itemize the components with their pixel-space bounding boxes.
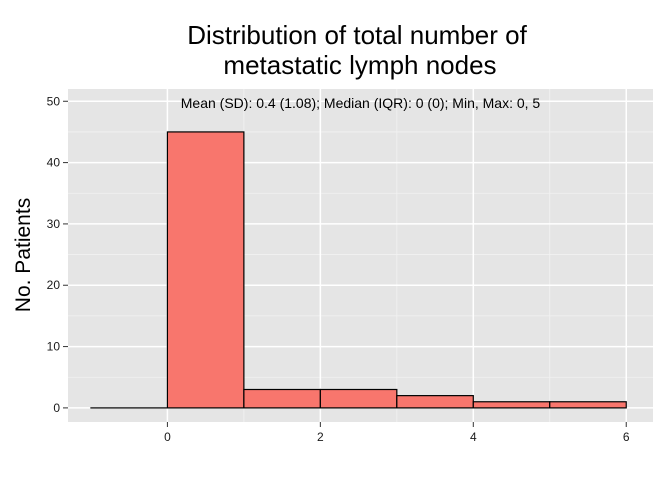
y-tick-label: 30 xyxy=(47,217,61,231)
y-axis-ticks: 0 10 20 30 40 50 xyxy=(47,94,68,415)
x-tick-label: 2 xyxy=(317,430,324,444)
y-tick-label: 20 xyxy=(47,278,61,292)
histogram-bar xyxy=(243,388,321,409)
histogram-bar xyxy=(319,388,398,409)
x-axis-ticks: 0 2 4 6 xyxy=(164,422,630,444)
histogram-bars xyxy=(90,131,627,409)
y-axis-label: No. Patients xyxy=(12,198,35,312)
y-tick-label: 0 xyxy=(53,401,60,415)
y-tick-label: 10 xyxy=(47,340,61,354)
chart-title-line-1: Distribution of total number of xyxy=(187,20,527,50)
y-tick-label: 40 xyxy=(47,156,61,170)
x-tick-label: 6 xyxy=(623,430,630,444)
summary-statistics-annotation: Mean (SD): 0.4 (1.08); Median (IQR): 0 (… xyxy=(181,95,541,111)
plot-panel xyxy=(68,89,653,422)
x-tick-label: 4 xyxy=(470,430,477,444)
x-tick-label: 0 xyxy=(164,430,171,444)
histogram-bar xyxy=(166,131,245,409)
y-tick-label: 50 xyxy=(47,94,61,108)
histogram-bar xyxy=(549,401,627,409)
histogram-bar xyxy=(472,401,551,409)
histogram-bar xyxy=(396,395,474,409)
chart-title: Distribution of total number of metastat… xyxy=(187,20,527,80)
chart-title-line-2: metastatic lymph nodes xyxy=(223,50,496,80)
